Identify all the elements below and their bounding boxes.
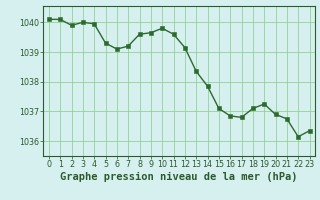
X-axis label: Graphe pression niveau de la mer (hPa): Graphe pression niveau de la mer (hPa)	[60, 172, 298, 182]
